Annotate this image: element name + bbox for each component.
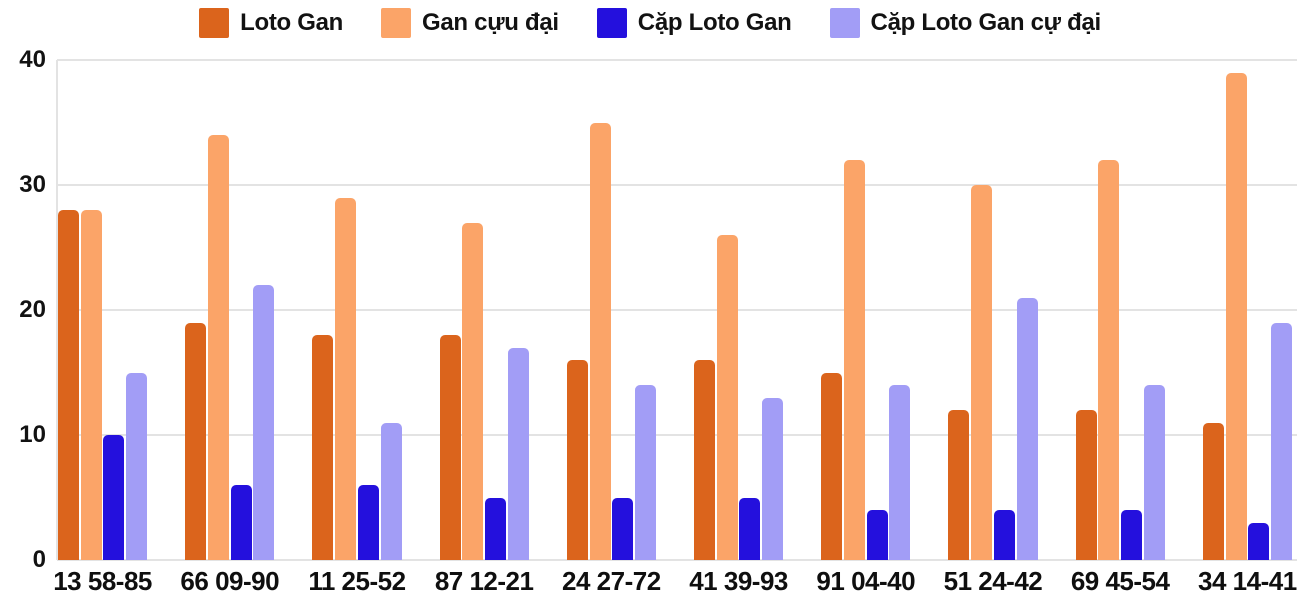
bar-series-4-cat-10[interactable] [1270, 322, 1292, 560]
bar-series-3-cat-8[interactable] [993, 510, 1015, 560]
x-axis-label: 87 12-21 [434, 566, 534, 596]
x-axis-label: 69 45-54 [1070, 566, 1170, 596]
bar-series-3-cat-10[interactable] [1248, 522, 1270, 560]
bar-series-3-cat-9[interactable] [1121, 510, 1142, 560]
bar-series-2-cat-3[interactable] [335, 197, 357, 560]
bar-series-1-cat-4[interactable] [439, 335, 461, 560]
y-axis-label: 40 [19, 46, 46, 73]
bar-series-4-cat-3[interactable] [380, 422, 402, 560]
gridline-y-0 [57, 559, 1297, 561]
x-axis-label: 13 58-85 [53, 566, 152, 596]
legend-color-swatch [199, 8, 230, 38]
gridline-y-10 [57, 434, 1297, 436]
legend-label: Cặp Loto Gan cự đại [870, 9, 1102, 36]
legend-item-2[interactable]: Gan cựu đại [381, 8, 559, 38]
gridline-y-30 [57, 184, 1297, 186]
x-axis-label: 41 39-93 [689, 566, 788, 596]
y-axis-label: 30 [19, 171, 46, 198]
legend-label: Cặp Loto Gan [637, 9, 792, 36]
bar-series-1-cat-1[interactable] [58, 210, 79, 560]
legend-color-swatch [596, 8, 627, 38]
bar-series-1-cat-10[interactable] [1202, 422, 1224, 560]
bar-series-3-cat-4[interactable] [485, 497, 506, 560]
chart-legend: Loto Gan Gan cựu đại Cặp Loto Gan Cặp Loto … [0, 8, 1300, 38]
bar-series-2-cat-4[interactable] [462, 222, 484, 560]
gridline-y-40 [57, 59, 1297, 61]
bar-series-2-cat-9[interactable] [1098, 160, 1120, 560]
bar-series-2-cat-7[interactable] [843, 160, 865, 560]
y-axis-line [56, 60, 58, 560]
bar-series-2-cat-1[interactable] [80, 210, 102, 560]
legend-item-4[interactable]: Cặp Loto Gan cự đại [829, 8, 1102, 38]
bar-series-2-cat-8[interactable] [971, 185, 993, 560]
bar-series-1-cat-2[interactable] [185, 322, 207, 560]
x-axis-label: 34 14-41 [1198, 566, 1297, 596]
gridline-y-20 [57, 309, 1297, 311]
x-axis-label: 66 09-90 [180, 566, 280, 596]
bar-series-4-cat-8[interactable] [1016, 297, 1038, 560]
bar-series-4-cat-7[interactable] [889, 385, 911, 560]
bar-series-3-cat-3[interactable] [357, 485, 379, 560]
bar-series-3-cat-7[interactable] [866, 510, 888, 560]
x-axis-label: 51 24-42 [943, 566, 1043, 596]
bar-series-2-cat-5[interactable] [589, 122, 611, 560]
legend-color-swatch [381, 8, 412, 38]
bar-series-3-cat-1[interactable] [103, 435, 125, 560]
bar-series-1-cat-3[interactable] [312, 335, 334, 560]
bar-series-3-cat-5[interactable] [612, 497, 634, 560]
y-axis-label: 0 [32, 546, 46, 573]
bar-series-1-cat-6[interactable] [694, 360, 715, 560]
y-axis-label: 10 [19, 421, 46, 448]
bar-series-4-cat-9[interactable] [1143, 385, 1165, 560]
x-axis-label: 11 25-52 [308, 566, 406, 596]
bar-series-3-cat-6[interactable] [739, 497, 761, 560]
bar-series-3-cat-2[interactable] [230, 485, 252, 560]
legend-color-swatch [829, 8, 860, 38]
legend-label: Gan cựu đại [422, 9, 559, 36]
x-axis-label: 91 04-40 [816, 566, 916, 596]
bar-series-4-cat-1[interactable] [126, 372, 148, 560]
bar-series-1-cat-5[interactable] [566, 360, 588, 560]
legend-label: Loto Gan [240, 9, 344, 36]
bar-series-1-cat-7[interactable] [821, 372, 843, 560]
bar-series-4-cat-5[interactable] [634, 385, 656, 560]
legend-item-1[interactable]: Loto Gan [199, 8, 343, 38]
bar-series-2-cat-2[interactable] [207, 135, 229, 560]
bar-series-1-cat-8[interactable] [948, 410, 970, 560]
bar-series-2-cat-10[interactable] [1225, 72, 1247, 560]
bar-series-1-cat-9[interactable] [1075, 410, 1097, 560]
legend-item-3[interactable]: Cặp Loto Gan [596, 8, 792, 38]
y-axis-label: 20 [19, 296, 46, 323]
bar-series-4-cat-2[interactable] [253, 285, 275, 560]
bar-series-4-cat-4[interactable] [507, 347, 529, 560]
x-axis-label: 24 27-72 [562, 566, 661, 596]
bar-series-4-cat-6[interactable] [762, 397, 784, 560]
bar-series-2-cat-6[interactable] [716, 235, 738, 560]
